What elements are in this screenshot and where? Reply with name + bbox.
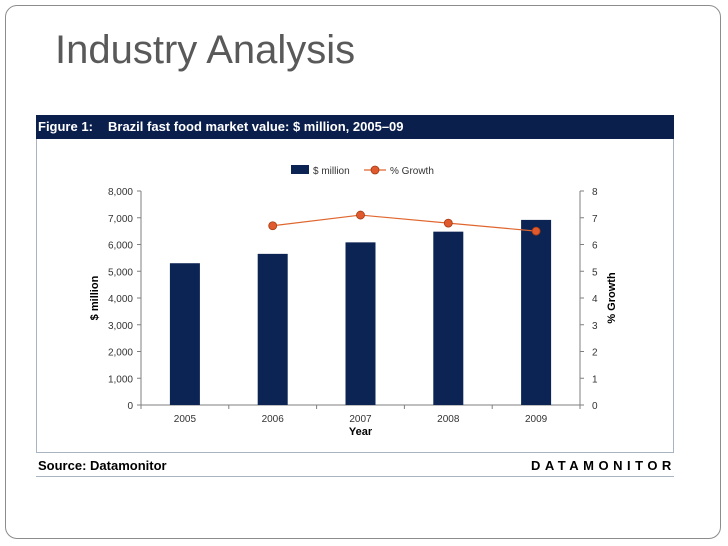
figure-header: Figure 1: Brazil fast food market value:… [36,115,674,139]
chart-container: 0 1,000 2,000 3,000 4,000 5,000 6,000 7,000 8,00… [36,139,674,453]
y-tick-label-right: 7 [592,214,598,225]
y-tick-label-left: 1,000 [108,374,133,385]
y-tick-label-left: 4,000 [108,294,133,305]
legend-label-line: % Growth [390,166,434,177]
legend-swatch-marker [370,165,380,175]
y-tick-label-left: 7,000 [108,214,133,225]
bar [169,263,200,405]
chart-svg: 0 1,000 2,000 3,000 4,000 5,000 6,000 7,000 8,00… [89,165,618,438]
y-tick-label-left: 6,000 [108,241,133,252]
growth-marker [356,210,365,220]
bar [345,242,376,405]
growth-marker [443,218,453,228]
x-tick-label: 2008 [437,414,460,425]
growth-marker [268,221,278,231]
y-tick-label-right: 2 [592,348,598,359]
x-axis-label: Year [349,426,373,438]
growth-line [272,214,537,232]
y-tick-label-left: 3,000 [108,321,133,332]
y-tick-label-left: 2,000 [108,348,133,359]
source-note: Source: Datamonitor [38,458,167,473]
y-tick-label-right: 0 [592,401,598,412]
y-tick-label-right: 1 [592,374,598,385]
figure-title: Brazil fast food market value: $ million… [108,119,404,134]
brand-logo-text: DATAMONITOR [531,458,676,473]
x-tick-label: 2005 [174,414,197,425]
x-tick-label: 2006 [262,414,285,425]
y-tick-label-left: 0 [127,401,133,412]
bar [521,219,552,405]
x-tick-label: 2007 [349,414,372,425]
growth-marker [531,226,541,236]
y-tick-label-left: 8,000 [108,187,133,198]
slide-frame [5,5,721,539]
legend-label-bar: $ million [313,166,350,177]
footer-divider [36,476,674,477]
bar [257,253,288,405]
x-tick-label: 2009 [525,414,548,425]
figure-label: Figure 1: [38,119,93,134]
y-axis-label-left: $ million [89,275,101,320]
legend-swatch-bar [291,165,309,174]
y-tick-label-right: 4 [592,294,598,305]
y-axis-label-right: % Growth [606,272,618,324]
y-tick-label-right: 3 [592,321,598,332]
y-tick-label-right: 8 [592,187,598,198]
y-tick-label-right: 6 [592,241,598,252]
y-tick-label-left: 5,000 [108,267,133,278]
y-tick-label-right: 5 [592,267,598,278]
slide-title: Industry Analysis [55,28,356,72]
bar [433,231,464,405]
